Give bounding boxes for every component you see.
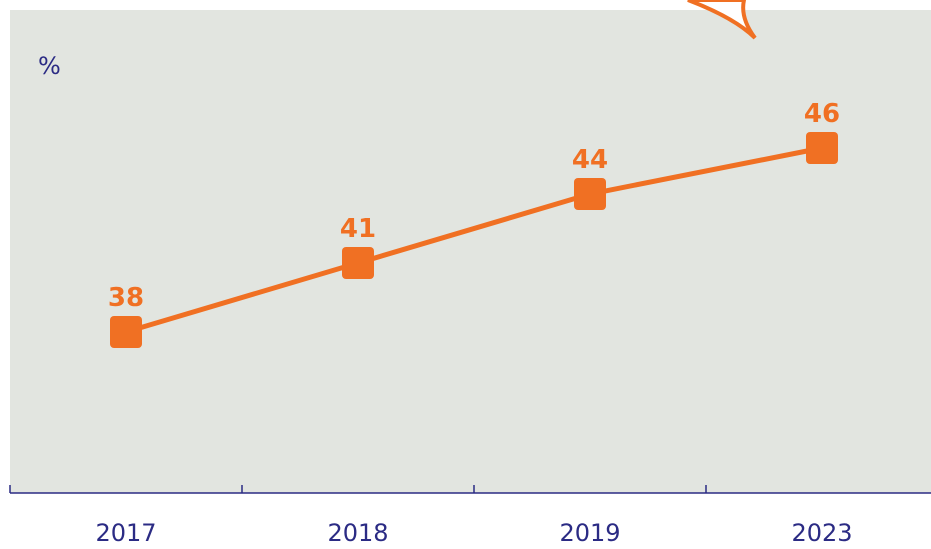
data-point <box>574 178 606 210</box>
data-label: 46 <box>804 99 840 129</box>
data-label: 44 <box>572 145 608 175</box>
data-label: 41 <box>340 214 376 244</box>
x-tick-label: 2019 <box>559 519 620 547</box>
x-tick-label: 2017 <box>95 519 156 547</box>
x-tick-label: 2023 <box>791 519 852 547</box>
data-label: 38 <box>108 283 144 313</box>
data-point <box>110 316 142 348</box>
data-point <box>342 247 374 279</box>
plot-background <box>10 10 931 493</box>
callout-tail <box>687 0 757 40</box>
data-line <box>125 145 823 335</box>
y-axis-label: % <box>38 52 61 80</box>
data-point <box>806 132 838 164</box>
x-tick-label: 2018 <box>327 519 388 547</box>
